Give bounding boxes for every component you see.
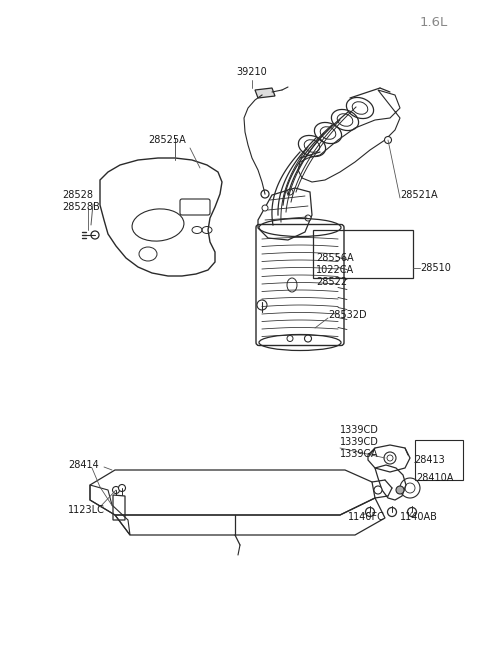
Bar: [415, 440, 463, 480]
Ellipse shape: [262, 205, 268, 211]
Ellipse shape: [287, 189, 293, 195]
Text: 1123LC: 1123LC: [68, 505, 105, 515]
Text: 28532D: 28532D: [328, 310, 367, 320]
Polygon shape: [255, 88, 275, 98]
Ellipse shape: [304, 335, 312, 342]
Ellipse shape: [374, 486, 382, 494]
Text: 28413: 28413: [414, 455, 445, 465]
Text: 28510: 28510: [420, 263, 451, 273]
Ellipse shape: [387, 508, 396, 517]
Ellipse shape: [119, 485, 125, 491]
Ellipse shape: [396, 486, 404, 494]
Text: 1.6L: 1.6L: [420, 16, 448, 29]
Text: 28525A: 28525A: [148, 135, 186, 145]
Text: 28556A: 28556A: [316, 253, 354, 263]
Ellipse shape: [287, 335, 293, 341]
Text: 28528B: 28528B: [62, 202, 100, 212]
Text: 1339GA: 1339GA: [340, 449, 379, 459]
Ellipse shape: [408, 508, 417, 517]
Text: 28521A: 28521A: [400, 190, 438, 200]
Text: 1339CD: 1339CD: [340, 437, 379, 447]
Text: 1140FC: 1140FC: [348, 512, 385, 522]
Ellipse shape: [261, 190, 269, 198]
Ellipse shape: [365, 508, 374, 517]
Ellipse shape: [91, 231, 99, 239]
Text: 28410A: 28410A: [416, 473, 454, 483]
Ellipse shape: [305, 215, 311, 221]
Text: 28522: 28522: [316, 277, 347, 287]
Text: 1140AB: 1140AB: [400, 512, 438, 522]
Text: 1339CD: 1339CD: [340, 425, 379, 435]
Ellipse shape: [384, 136, 392, 143]
Ellipse shape: [257, 300, 267, 310]
Text: 28528: 28528: [62, 190, 93, 200]
Text: 1022CA: 1022CA: [316, 265, 354, 275]
Text: 39210: 39210: [237, 67, 267, 77]
Bar: [313, 230, 413, 278]
Ellipse shape: [112, 487, 120, 493]
Text: 28414: 28414: [68, 460, 99, 470]
